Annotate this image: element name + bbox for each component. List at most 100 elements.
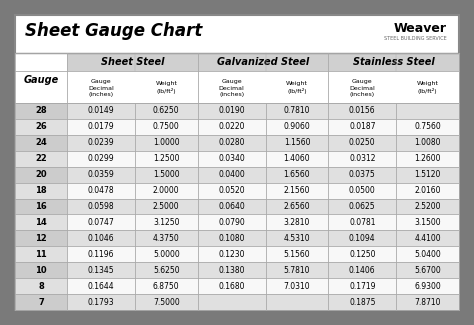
Text: Sheet Steel: Sheet Steel [100,57,164,67]
Bar [67,71,198,103]
Bar [67,214,459,230]
Text: 0.1250: 0.1250 [349,250,375,259]
Text: 0.1094: 0.1094 [349,234,375,243]
Text: 2.0000: 2.0000 [153,186,180,195]
Bar [15,135,67,151]
Bar [15,278,67,294]
Text: 1.5000: 1.5000 [153,170,180,179]
Text: 18: 18 [35,186,47,195]
Bar [15,294,67,310]
Text: 0.0220: 0.0220 [219,123,245,131]
Text: 0.1196: 0.1196 [88,250,114,259]
Text: 0.0299: 0.0299 [88,154,114,163]
Text: 0.0340: 0.0340 [218,154,245,163]
Text: 0.0187: 0.0187 [349,123,375,131]
Text: 0.0375: 0.0375 [349,170,376,179]
Text: Gauge
Decimal
(inches): Gauge Decimal (inches) [349,79,375,97]
Text: Galvanized Steel: Galvanized Steel [217,57,309,67]
Text: 0.7500: 0.7500 [153,123,180,131]
Text: 5.6250: 5.6250 [153,266,180,275]
Text: 0.1793: 0.1793 [88,298,114,306]
Bar [15,71,67,103]
Text: 0.1680: 0.1680 [219,282,245,291]
Text: 16: 16 [35,202,47,211]
Text: 1.2600: 1.2600 [414,154,441,163]
Text: 10: 10 [35,266,47,275]
Text: 11: 11 [35,250,47,259]
Text: 8: 8 [38,282,44,291]
Text: Weaver: Weaver [394,22,447,35]
Text: 0.1380: 0.1380 [219,266,245,275]
Text: 0.1046: 0.1046 [88,234,114,243]
Text: 4.4100: 4.4100 [414,234,441,243]
Text: 1.1560: 1.1560 [284,138,310,147]
Bar [67,199,459,214]
Text: 0.0500: 0.0500 [349,186,376,195]
Bar [67,262,459,278]
Text: 0.0239: 0.0239 [88,138,114,147]
Text: 0.0747: 0.0747 [88,218,114,227]
Bar [67,183,459,199]
Text: 7.8710: 7.8710 [414,298,441,306]
Text: 22: 22 [35,154,47,163]
Text: Gauge
Decimal
(inches): Gauge Decimal (inches) [219,79,245,97]
Text: 0.0312: 0.0312 [349,154,375,163]
Text: 0.1644: 0.1644 [88,282,114,291]
Bar [15,199,67,214]
Text: 0.7560: 0.7560 [414,123,441,131]
Text: 2.0160: 2.0160 [414,186,441,195]
Text: 0.1080: 0.1080 [219,234,245,243]
Text: 5.0400: 5.0400 [414,250,441,259]
Text: 2.6560: 2.6560 [283,202,310,211]
Text: 0.0359: 0.0359 [88,170,114,179]
Text: Stainless Steel: Stainless Steel [353,57,435,67]
Text: 14: 14 [35,218,47,227]
Text: 1.6560: 1.6560 [283,170,310,179]
Text: 24: 24 [35,138,47,147]
Text: 0.1406: 0.1406 [349,266,375,275]
Bar [67,151,459,167]
Bar [67,230,459,246]
Text: 6.9300: 6.9300 [414,282,441,291]
Text: Sheet Gauge Chart: Sheet Gauge Chart [25,22,202,40]
Text: 7: 7 [38,298,44,306]
Bar [15,246,67,262]
Text: 0.0149: 0.0149 [88,107,114,115]
Bar [15,119,67,135]
Text: Gauge
Decimal
(inches): Gauge Decimal (inches) [88,79,114,97]
Text: 0.0790: 0.0790 [218,218,245,227]
Text: 4.5310: 4.5310 [283,234,310,243]
Bar [15,167,67,183]
Text: 2.1560: 2.1560 [284,186,310,195]
Text: 1.4060: 1.4060 [283,154,310,163]
Bar [67,119,459,135]
Bar [15,53,67,71]
Bar [67,278,459,294]
Bar [328,53,459,71]
Text: 0.0625: 0.0625 [349,202,375,211]
Bar [15,151,67,167]
Bar [67,167,459,183]
Text: 0.0520: 0.0520 [219,186,245,195]
Text: 12: 12 [35,234,47,243]
Text: 2.5000: 2.5000 [153,202,180,211]
Text: 0.0179: 0.0179 [88,123,114,131]
Bar [198,53,328,71]
Text: 0.9060: 0.9060 [283,123,310,131]
Text: 20: 20 [35,170,47,179]
Text: 0.7810: 0.7810 [284,107,310,115]
Text: 1.0080: 1.0080 [414,138,441,147]
Text: 3.2810: 3.2810 [284,218,310,227]
Text: 0.0598: 0.0598 [88,202,114,211]
Bar [328,71,459,103]
Text: 0.0280: 0.0280 [219,138,245,147]
Text: Weight
(lb/ft²): Weight (lb/ft²) [286,82,308,95]
Text: 0.6250: 0.6250 [153,107,180,115]
Text: Weight
(lb/ft²): Weight (lb/ft²) [155,82,177,95]
Text: Gauge: Gauge [23,75,59,85]
Bar [198,71,328,103]
Text: 0.0250: 0.0250 [349,138,375,147]
Text: 5.7810: 5.7810 [284,266,310,275]
Bar [15,103,67,119]
Text: 5.1560: 5.1560 [283,250,310,259]
